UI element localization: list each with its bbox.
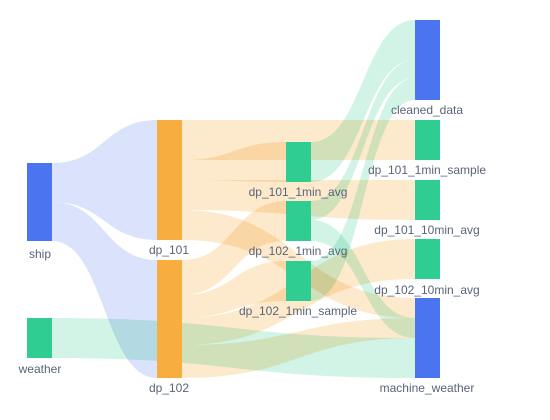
node-label-dp-102-10min-avg: dp_102_10min_avg	[374, 283, 479, 297]
node-label-ship: ship	[29, 247, 51, 261]
node-dp-102-1min-avg	[286, 201, 311, 241]
node-label-dp-102-1min-avg: dp_102_1min_avg	[249, 244, 348, 258]
node-weather	[27, 318, 52, 358]
labels-layer: shipweatherdp_101dp_102dp_101_1min_avgdp…	[18, 103, 487, 395]
node-label-dp-101-10min-avg: dp_101_10min_avg	[374, 223, 479, 237]
node-dp-101-1min-sample	[415, 120, 440, 160]
nodes-layer	[27, 20, 440, 378]
link-dp-102-1min-avg-to-cleaned-data	[311, 60, 415, 220]
node-dp-102-1min-sample	[286, 261, 311, 301]
node-dp-101-10min-avg	[415, 180, 440, 220]
node-label-dp-102-1min-sample: dp_102_1min_sample	[239, 304, 357, 318]
link-dp-102-to-dp-102-1min-sample	[182, 261, 286, 318]
node-cleaned-data	[415, 20, 440, 100]
node-dp-101	[157, 120, 182, 240]
node-machine-weather	[415, 298, 440, 378]
node-label-dp-101: dp_101	[149, 243, 189, 257]
node-ship	[27, 163, 52, 241]
node-label-dp-101-1min-avg: dp_101_1min_avg	[249, 185, 348, 199]
link-dp-102-to-dp-102-1min-avg	[182, 201, 286, 295]
node-dp-101-1min-avg	[286, 142, 311, 182]
node-label-machine-weather: machine_weather	[380, 381, 475, 395]
node-label-dp-102: dp_102	[149, 381, 189, 395]
link-dp-101-1min-avg-to-cleaned-data	[311, 20, 415, 182]
link-ship-to-dp-101	[52, 120, 157, 240]
node-label-dp-101-1min-sample: dp_101_1min_sample	[368, 163, 486, 177]
link-dp-102-1min-sample-to-cleaned-data	[311, 78, 415, 301]
link-dp-101-to-dp-101-1min-avg	[182, 142, 286, 182]
node-label-cleaned-data: cleaned_data	[391, 103, 463, 117]
node-label-weather: weather	[18, 362, 62, 376]
links-layer	[52, 20, 415, 378]
node-dp-102	[157, 260, 182, 378]
link-dp-102-to-machine-weather	[182, 318, 415, 378]
node-dp-102-10min-avg	[415, 239, 440, 279]
